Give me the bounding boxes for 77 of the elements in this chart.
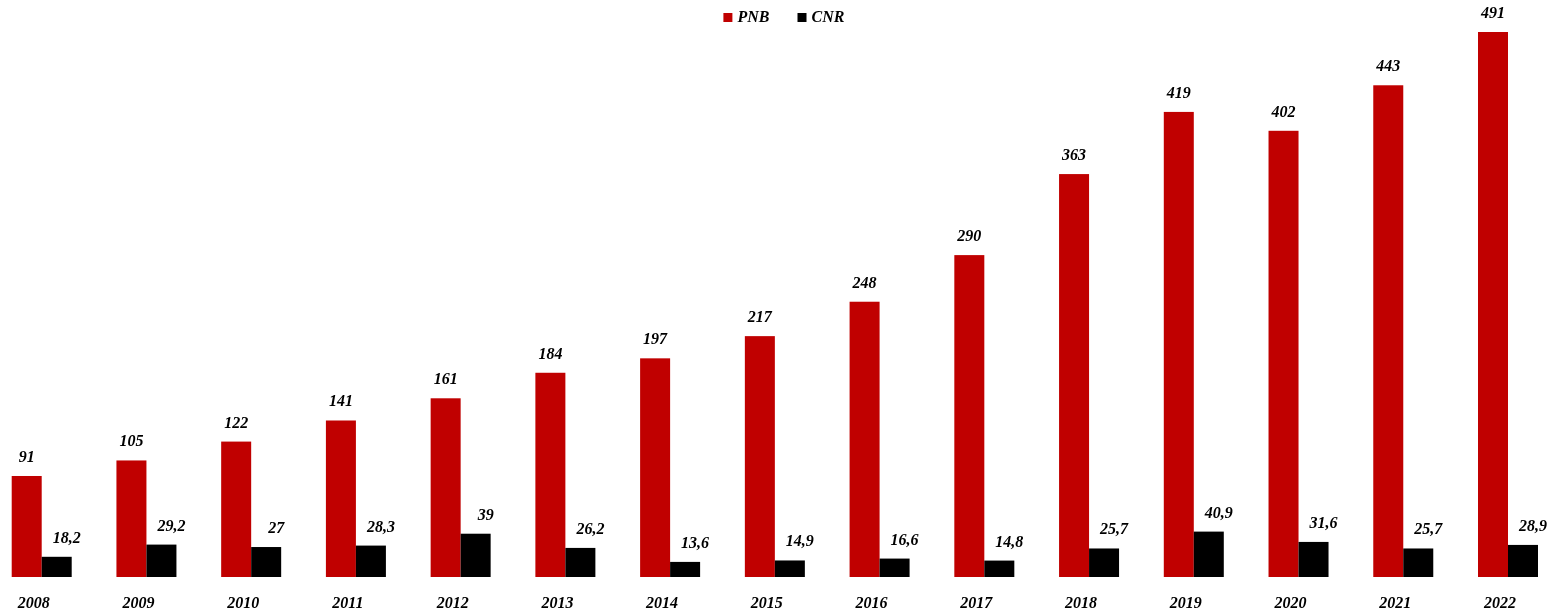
- x-tick-label: 2019: [1168, 594, 1202, 611]
- data-label: 91: [18, 447, 35, 465]
- bar: [221, 441, 252, 577]
- bar: [1193, 531, 1224, 577]
- bar: [116, 460, 147, 577]
- data-label: 248: [851, 273, 877, 291]
- bar: [11, 475, 42, 577]
- data-label: 363: [1061, 146, 1087, 164]
- data-label: 16,6: [890, 530, 919, 548]
- data-label: 141: [328, 392, 353, 410]
- bar: [1268, 130, 1299, 577]
- data-label: 18,2: [52, 528, 81, 546]
- data-label: 290: [956, 227, 982, 245]
- data-label: 39: [476, 505, 494, 523]
- data-label: 31,6: [1308, 513, 1338, 531]
- data-label: 25,7: [1099, 520, 1130, 538]
- data-label: 419: [1165, 83, 1191, 101]
- data-label: 402: [1270, 102, 1296, 120]
- x-tick-label: 2021: [1378, 594, 1412, 611]
- x-tick-label: 2016: [854, 594, 888, 611]
- bar: [1373, 85, 1404, 577]
- data-label: 28,9: [1518, 516, 1547, 534]
- data-label: 14,8: [995, 532, 1024, 550]
- data-label: 14,9: [785, 532, 814, 550]
- x-tick-label: 2015: [749, 594, 783, 611]
- bar: [640, 358, 671, 577]
- bar: [460, 533, 491, 577]
- bar: [535, 372, 566, 577]
- bar: [565, 547, 596, 577]
- data-label: 26,2: [575, 519, 605, 537]
- data-label: 28,3: [365, 517, 395, 535]
- bar: [1298, 541, 1329, 577]
- x-tick-label: 2022: [1483, 594, 1516, 611]
- bar: [984, 560, 1015, 577]
- x-tick-label: 2009: [121, 594, 155, 611]
- bar: [251, 547, 282, 577]
- bar: [430, 398, 461, 577]
- data-label: 29,2: [156, 516, 186, 534]
- bar: [1403, 548, 1434, 577]
- bar: [1508, 544, 1538, 577]
- x-tick-label: 2014: [645, 594, 679, 611]
- data-label: 217: [746, 308, 773, 326]
- bar: [744, 336, 775, 577]
- x-tick-label: 2011: [331, 594, 364, 611]
- x-tick-label: 2008: [16, 594, 50, 611]
- data-label: 122: [224, 413, 249, 431]
- bar: [146, 544, 177, 577]
- legend-label: CNR: [811, 8, 845, 25]
- data-label: 40,9: [1203, 503, 1233, 521]
- data-label: 105: [119, 432, 144, 450]
- data-label: 197: [643, 330, 669, 348]
- x-tick-label: 2017: [959, 594, 994, 611]
- data-label: 27: [267, 519, 286, 537]
- bar: [774, 560, 805, 577]
- x-tick-label: 2018: [1064, 594, 1098, 611]
- x-tick-label: 2010: [226, 594, 260, 611]
- data-label: 491: [1480, 4, 1505, 21]
- bar: [41, 556, 72, 577]
- data-label: 443: [1375, 57, 1401, 75]
- data-label: 184: [538, 344, 563, 362]
- data-label: 13,6: [681, 533, 710, 551]
- x-tick-label: 2013: [540, 594, 574, 611]
- bar: [1059, 174, 1090, 577]
- bar: [954, 255, 985, 577]
- x-tick-label: 2012: [435, 594, 469, 611]
- bar: [325, 420, 356, 577]
- bar: [670, 561, 701, 577]
- data-label: 161: [433, 370, 458, 388]
- bar: [1163, 111, 1194, 577]
- bar: [879, 558, 910, 577]
- bar: [1089, 548, 1120, 577]
- x-tick-label: 2020: [1273, 594, 1307, 611]
- bar: [849, 301, 880, 577]
- data-label: 25,7: [1413, 520, 1444, 538]
- legend-label: PNB: [736, 8, 770, 25]
- bar: [355, 545, 386, 577]
- bar: [1478, 32, 1508, 577]
